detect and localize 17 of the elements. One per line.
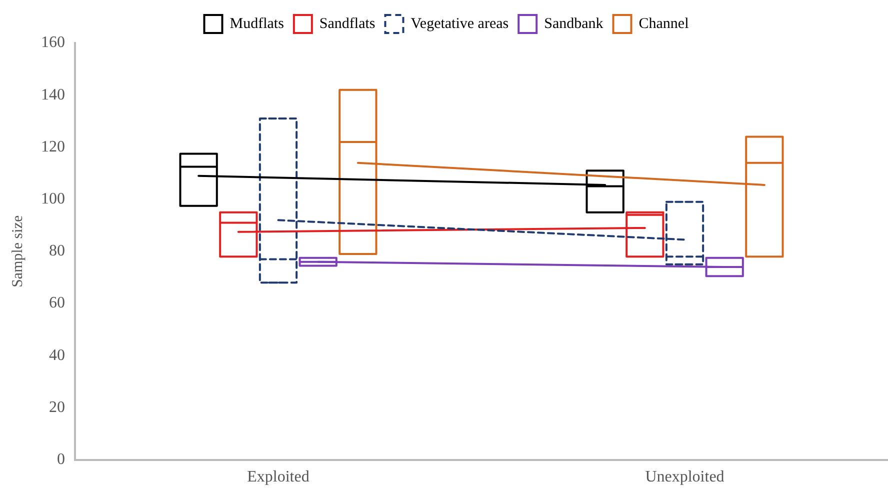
y-tick-label: 40 — [49, 346, 65, 364]
y-tick-label: 20 — [49, 398, 65, 416]
legend-label: Vegetative areas — [410, 16, 509, 32]
legend-label: Mudflats — [230, 16, 284, 32]
legend-label: Channel — [638, 16, 689, 32]
y-tick-label: 100 — [41, 190, 65, 208]
y-tick-label: 160 — [41, 34, 65, 52]
y-tick-label: 140 — [41, 86, 65, 104]
x-tick-label: Exploited — [247, 468, 310, 486]
y-tick-label: 60 — [49, 294, 65, 312]
y-axis-title: Sample size — [10, 215, 26, 288]
x-tick-label: Unexploited — [645, 468, 724, 486]
legend-label: Sandflats — [319, 16, 376, 32]
y-tick-label: 120 — [41, 138, 65, 156]
y-tick-label: 0 — [57, 451, 65, 468]
legend-label: Sandbank — [544, 16, 604, 32]
y-tick-label: 80 — [49, 242, 65, 260]
